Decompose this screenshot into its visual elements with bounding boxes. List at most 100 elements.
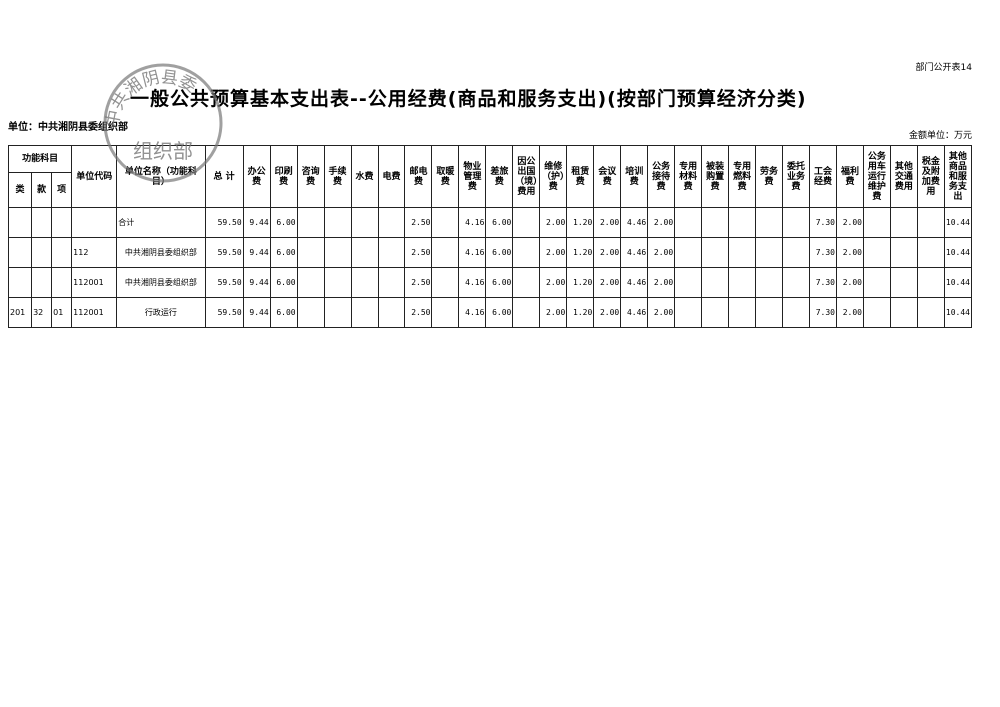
column-header: 税金及附加费用 <box>916 145 945 208</box>
column-header: 工会经费 <box>809 145 837 208</box>
cell-value: 7.30 <box>809 267 837 298</box>
cell-value <box>512 237 541 268</box>
cell-value <box>377 207 406 238</box>
stamp-arc: 中共湘阴县委 <box>102 67 199 128</box>
cell-value: 6.00 <box>269 207 298 238</box>
currency: 金额单位：万元 <box>908 131 972 141</box>
column-header: 差旅费 <box>485 145 514 208</box>
column-header: 物业管理费 <box>458 145 487 208</box>
cell-value: 59.50 <box>204 237 244 268</box>
cell-value <box>431 297 460 328</box>
cell-xiang: 01 <box>51 297 73 328</box>
cell-value: 6.00 <box>269 267 298 298</box>
column-header: 维修（护）费 <box>539 145 568 208</box>
cell-value <box>674 297 703 328</box>
cell-value <box>512 297 541 328</box>
cell-value: 7.30 <box>809 237 837 268</box>
cell-value <box>431 237 460 268</box>
cell-value: 2.00 <box>539 207 568 238</box>
cell-value <box>701 237 730 268</box>
cell-value <box>674 267 703 298</box>
cell-kuan <box>31 207 53 238</box>
column-header: 专用材料费 <box>674 145 703 208</box>
cell-value <box>701 207 730 238</box>
cell-xiang <box>51 207 73 238</box>
column-header: 手续费 <box>323 145 352 208</box>
cell-value <box>323 267 352 298</box>
cell-value: 59.50 <box>204 207 244 238</box>
cell-value: 10.44 <box>943 297 973 328</box>
cell-value <box>323 237 352 268</box>
row: 201 32 01 112001 行政运行 59.50 9.44 6.00 2.50 4.16 6.… <box>7 297 973 328</box>
doc-id: 部门公开表14 <box>915 63 972 73</box>
cell-value: 6.00 <box>269 237 298 268</box>
cell-value: 6.00 <box>485 207 514 238</box>
cell-value <box>889 267 918 298</box>
stamp-ring <box>103 63 223 183</box>
cell-value <box>862 237 891 268</box>
cell-value <box>916 267 945 298</box>
column-header: 被装购置费 <box>701 145 730 208</box>
cell-value <box>916 207 945 238</box>
cell-code: 112001 <box>71 267 118 298</box>
cell-value <box>377 237 406 268</box>
cell-value <box>782 237 811 268</box>
cell-value: 2.50 <box>404 207 433 238</box>
unit: 单位：中共湘阴县委组织部 <box>8 122 128 133</box>
cell-value: 10.44 <box>943 267 973 298</box>
cell-value <box>755 207 784 238</box>
column-header: 取暖费 <box>431 145 460 208</box>
cell-value: 2.00 <box>647 207 676 238</box>
cell-lei: 201 <box>7 297 33 328</box>
column-header: 因公出国（境）费用 <box>512 145 541 208</box>
cell-value <box>728 267 757 298</box>
cell-value <box>431 267 460 298</box>
cell-value: 2.50 <box>404 297 433 328</box>
cell-kuan <box>31 267 53 298</box>
subheader: 款 <box>31 172 53 208</box>
column-header: 公务接待费 <box>647 145 676 208</box>
cell-value: 1.20 <box>566 267 595 298</box>
cell-value: 4.46 <box>620 207 649 238</box>
cell-value <box>782 207 811 238</box>
title: 一般公共预算基本支出表--公用经费(商品和服务支出)(按部门预算经济分类) <box>130 88 807 110</box>
cell-value: 6.00 <box>485 267 514 298</box>
cell-value <box>755 237 784 268</box>
cell-value: 2.00 <box>539 237 568 268</box>
cell-value: 2.00 <box>647 237 676 268</box>
cell-value <box>889 237 918 268</box>
cell-value <box>377 267 406 298</box>
cell-value: 4.46 <box>620 237 649 268</box>
cell-value: 2.50 <box>404 267 433 298</box>
cell-value: 4.46 <box>620 297 649 328</box>
cell-value <box>350 297 379 328</box>
cell-value <box>674 237 703 268</box>
cell-value: 2.00 <box>539 267 568 298</box>
cell-value: 2.00 <box>593 237 622 268</box>
cell-lei <box>7 267 33 298</box>
cell-value: 1.20 <box>566 207 595 238</box>
cell-value: 4.16 <box>458 267 487 298</box>
cell-value <box>701 297 730 328</box>
cell-lei <box>7 207 33 238</box>
cell-name: 中共湘阴县委组织部 <box>116 267 206 298</box>
cell-value <box>782 267 811 298</box>
cell-value <box>350 207 379 238</box>
cell-code: 112 <box>71 237 118 268</box>
subheader: 项 <box>51 172 73 208</box>
cell-xiang <box>51 267 73 298</box>
cell-value: 4.16 <box>458 297 487 328</box>
cell-value: 2.50 <box>404 237 433 268</box>
column-header: 邮电费 <box>404 145 433 208</box>
cell-value <box>323 297 352 328</box>
cell-kuan: 32 <box>31 297 53 328</box>
cell-value <box>377 297 406 328</box>
subheader: 类 <box>7 172 33 208</box>
column-header: 委托业务费 <box>782 145 811 208</box>
column-header: 电费 <box>377 145 406 208</box>
cell-value <box>862 297 891 328</box>
cell-value: 7.30 <box>809 297 837 328</box>
cell-value <box>728 297 757 328</box>
cell-value: 6.00 <box>485 297 514 328</box>
